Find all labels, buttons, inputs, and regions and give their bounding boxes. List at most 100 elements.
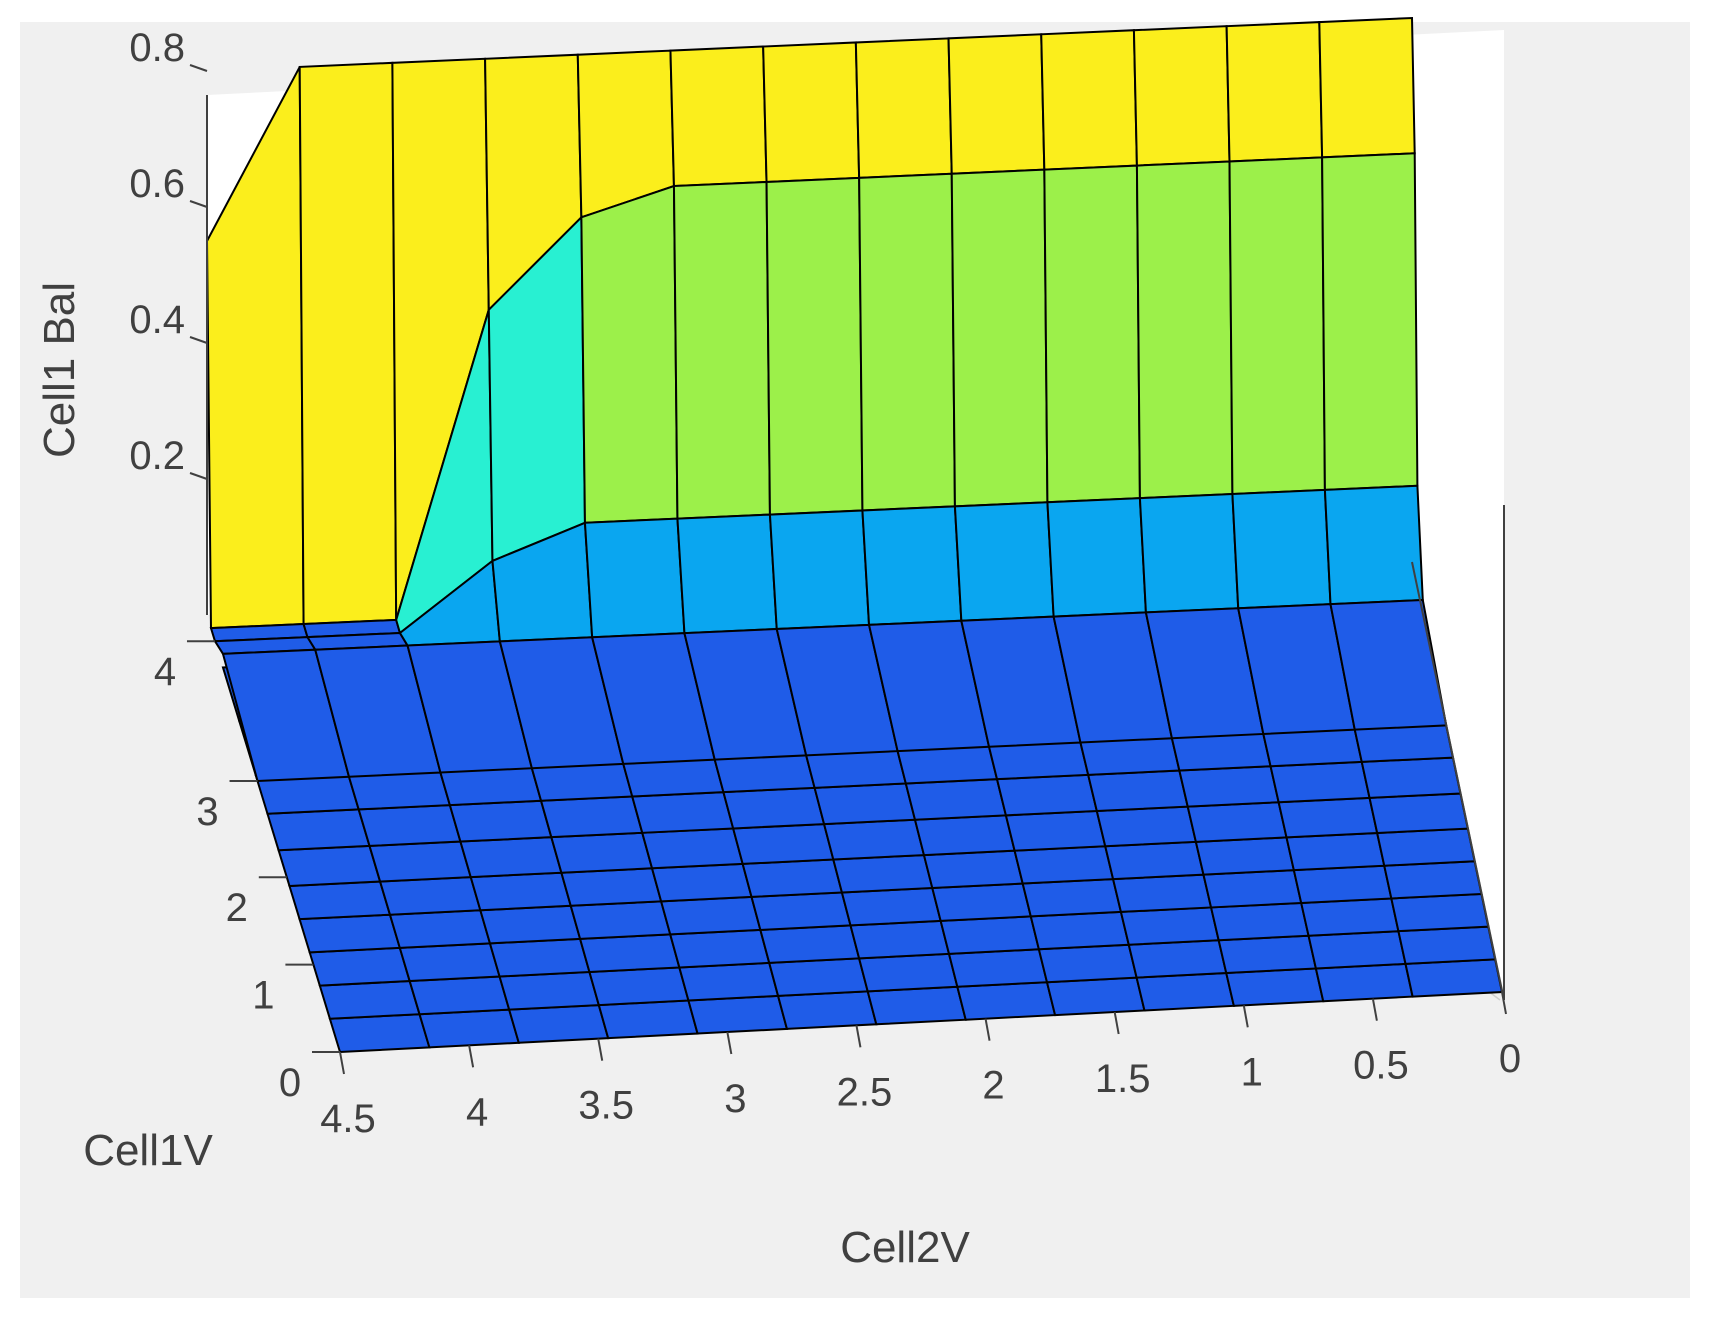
x-tick bbox=[1242, 1005, 1249, 1028]
surface-face bbox=[368, 840, 473, 883]
surface-face bbox=[913, 814, 1016, 857]
surface-face bbox=[298, 913, 402, 954]
surface-face bbox=[858, 172, 956, 512]
z-tick-label: 0.2 bbox=[129, 434, 185, 478]
surface-face bbox=[398, 942, 501, 983]
x-tick bbox=[1371, 998, 1378, 1021]
surface-face bbox=[1135, 160, 1234, 500]
surface-face bbox=[731, 823, 835, 865]
x-tick bbox=[468, 1045, 475, 1068]
surface-face bbox=[1021, 878, 1123, 918]
surface-face bbox=[277, 844, 382, 887]
z-tick bbox=[189, 472, 208, 480]
surface-face bbox=[861, 505, 963, 626]
surface-face bbox=[1292, 864, 1393, 904]
surface-face bbox=[672, 180, 771, 520]
surface-face bbox=[1209, 901, 1310, 942]
surface-face bbox=[904, 778, 1008, 821]
surface-face bbox=[640, 827, 744, 870]
z-tick bbox=[189, 336, 208, 344]
surface-face bbox=[1004, 809, 1107, 852]
surface-face bbox=[840, 886, 942, 927]
surface-face bbox=[539, 795, 644, 839]
z-tick-label: 0.8 bbox=[129, 26, 185, 70]
surface-face bbox=[1040, 29, 1138, 171]
y-tick-label: 1 bbox=[252, 974, 274, 1018]
y-tick-label: 3 bbox=[196, 790, 218, 834]
surface-face bbox=[776, 990, 878, 1030]
surface-face bbox=[1178, 765, 1280, 808]
surface-face bbox=[1277, 796, 1379, 839]
surface-face bbox=[947, 948, 1049, 988]
surface-face bbox=[1046, 497, 1147, 618]
surface-face bbox=[931, 882, 1033, 922]
x-tick bbox=[1113, 1011, 1120, 1035]
surface-face bbox=[1397, 925, 1497, 965]
surface-face bbox=[813, 782, 917, 826]
surface-face bbox=[550, 831, 654, 874]
z-tick bbox=[189, 64, 208, 72]
x-tick bbox=[984, 1018, 991, 1041]
x-tick-label: 3.5 bbox=[578, 1084, 634, 1128]
surface-face bbox=[1285, 831, 1386, 872]
surface-face bbox=[650, 862, 753, 903]
surface-face bbox=[583, 517, 686, 639]
surface-face bbox=[1318, 16, 1416, 159]
surface-face bbox=[832, 854, 934, 894]
surface-face bbox=[507, 1004, 610, 1044]
surface-face bbox=[1217, 934, 1318, 975]
surface-face bbox=[1321, 152, 1419, 491]
surface-face bbox=[1228, 156, 1326, 496]
surface-face bbox=[1111, 873, 1213, 913]
x-tick-label: 0 bbox=[1499, 1037, 1521, 1081]
surface-mesh bbox=[205, 16, 1504, 1054]
surface-face bbox=[1045, 976, 1146, 1017]
z-tick bbox=[189, 200, 208, 208]
surface-face bbox=[1307, 930, 1407, 970]
x-tick-label: 3 bbox=[724, 1077, 746, 1121]
x-tick-label: 1 bbox=[1241, 1050, 1263, 1094]
surface-face bbox=[1029, 910, 1131, 951]
surface-face bbox=[488, 937, 591, 978]
surface-face bbox=[588, 966, 690, 1007]
surface-face bbox=[659, 895, 762, 936]
surface-face bbox=[1194, 836, 1296, 876]
surface-face bbox=[560, 867, 663, 907]
surface-face bbox=[1103, 840, 1205, 881]
surface-face bbox=[767, 957, 869, 997]
surface-face bbox=[1225, 21, 1324, 163]
surface-face bbox=[288, 880, 392, 921]
surface-face bbox=[318, 980, 421, 1020]
surface-face bbox=[459, 836, 563, 879]
surface-face bbox=[1135, 972, 1236, 1012]
surface-face bbox=[1404, 958, 1504, 998]
surface-face bbox=[1095, 805, 1198, 848]
z-tick-label: 0.6 bbox=[129, 162, 185, 206]
surface-face bbox=[995, 773, 1099, 817]
surface-face bbox=[1383, 860, 1483, 900]
surface-face bbox=[479, 904, 582, 945]
x-tick bbox=[855, 1025, 862, 1048]
surface-face bbox=[1138, 492, 1240, 614]
surface-face bbox=[669, 45, 768, 188]
surface-face bbox=[1390, 892, 1490, 933]
surface-face bbox=[849, 919, 951, 960]
surface-face bbox=[448, 799, 553, 843]
surface-face bbox=[939, 915, 1041, 955]
x-tick-label: 4 bbox=[466, 1090, 488, 1134]
surface-face bbox=[1323, 484, 1424, 606]
x-tick-label: 0.5 bbox=[1353, 1044, 1409, 1088]
surface-face bbox=[947, 33, 1046, 175]
surface-face bbox=[953, 501, 1055, 622]
surface-face bbox=[956, 981, 1057, 1021]
surface-face bbox=[866, 985, 967, 1026]
x-tick-label: 4.5 bbox=[320, 1097, 376, 1141]
x-tick bbox=[339, 1051, 345, 1075]
surface-face bbox=[1086, 769, 1189, 813]
surface-face bbox=[1127, 939, 1228, 979]
z-axis-label: Cell1 Bal bbox=[35, 282, 84, 458]
x-tick bbox=[726, 1031, 733, 1055]
surface-face bbox=[418, 1008, 521, 1049]
surface-face bbox=[1186, 801, 1288, 843]
